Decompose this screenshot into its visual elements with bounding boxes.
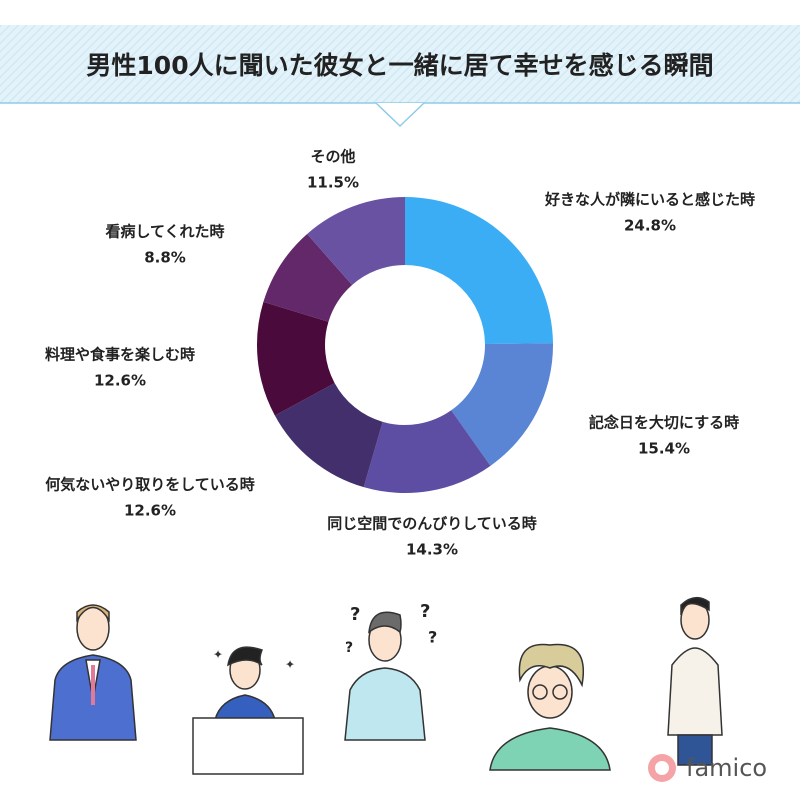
donut-slice (307, 197, 405, 285)
slice-value-label: 11.5% (307, 174, 359, 192)
svg-text:✦: ✦ (285, 658, 295, 672)
logo-text: famico (686, 754, 767, 782)
slice-value-label: 12.6% (124, 502, 176, 520)
chart-title: 男性100人に聞いた彼女と一緒に居て幸せを感じる瞬間 (86, 51, 713, 80)
slice-label: 好きな人が隣にいると感じた時 (544, 191, 755, 209)
donut-slice (405, 197, 553, 344)
slice-value-label: 12.6% (94, 372, 146, 390)
slice-value-label: 24.8% (624, 217, 676, 235)
slice-label: 料理や食事を楽しむ時 (45, 346, 195, 364)
slice-label: 何気ないやり取りをしている時 (45, 476, 255, 494)
svg-text:?: ? (420, 601, 430, 622)
donut-slice (363, 410, 491, 493)
slice-label: 看病してくれた時 (105, 223, 224, 241)
donut-slice (263, 233, 353, 322)
slice-label: 同じ空間でのんびりしている時 (327, 515, 537, 533)
svg-text:?: ? (428, 628, 437, 647)
logo: famico (648, 754, 767, 782)
svg-text:✦: ✦ (213, 648, 223, 662)
slice-value-label: 15.4% (638, 440, 690, 458)
donut (257, 197, 554, 493)
svg-text:?: ? (345, 640, 353, 656)
donut-slice (274, 383, 383, 488)
slice-label: 記念日を大切にする時 (589, 414, 739, 432)
illustrations: ✦ ✦ ? ? ? ? (49, 596, 723, 775)
title-banner (0, 25, 800, 128)
slice-value-label: 14.3% (406, 541, 458, 559)
svg-text:?: ? (350, 604, 360, 625)
slice-label: その他 (310, 148, 355, 166)
donut-slice (451, 343, 554, 466)
slice-value-label: 8.8% (144, 249, 186, 267)
donut-slice (257, 301, 335, 416)
